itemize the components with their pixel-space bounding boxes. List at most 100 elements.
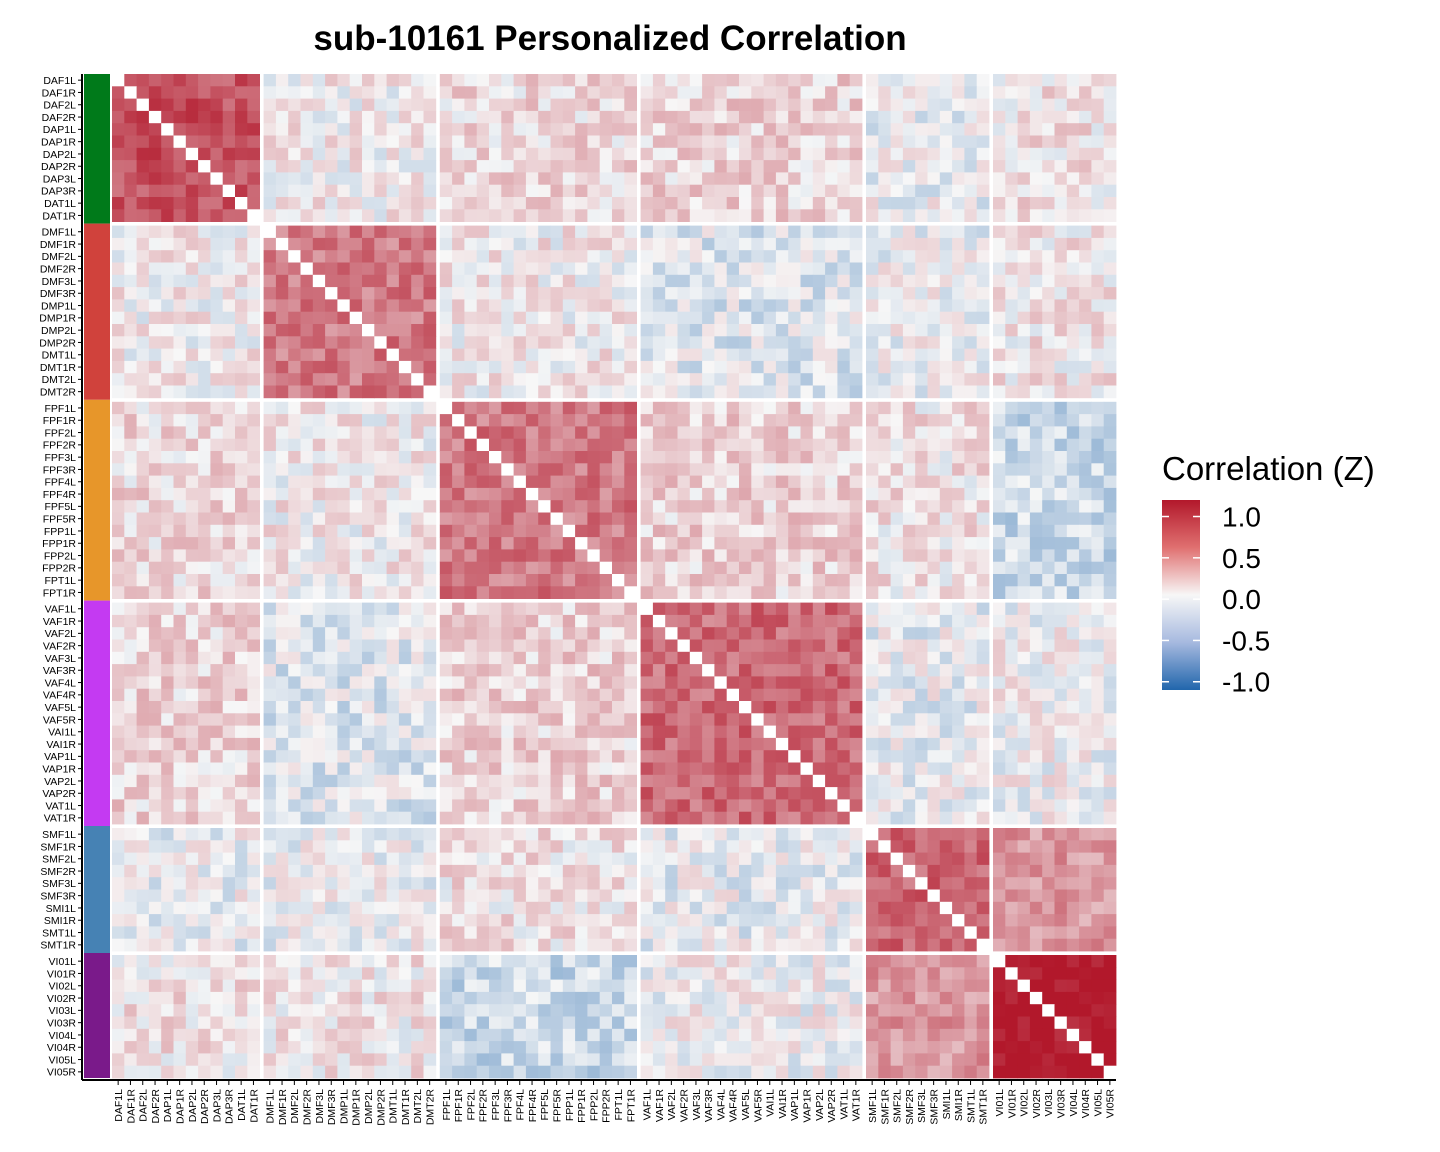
heatmap-cell: [288, 147, 301, 161]
heatmap-cell: [739, 561, 752, 575]
heatmap-cell: [665, 549, 678, 563]
heatmap-cell: [476, 651, 490, 665]
heatmap-cell: [362, 401, 375, 415]
heatmap-cell: [476, 426, 490, 440]
heatmap-cell: [812, 602, 826, 616]
heatmap-cell: [612, 713, 625, 726]
heatmap-cell: [275, 750, 289, 763]
heatmap-cell: [288, 852, 301, 866]
heatmap-cell: [599, 487, 613, 501]
heatmap-cell: [185, 676, 199, 690]
heatmap-cell: [640, 336, 654, 349]
heatmap-cell: [751, 602, 764, 616]
heatmap-cell: [800, 701, 814, 714]
heatmap-cell: [599, 574, 613, 587]
heatmap-cell: [210, 737, 224, 751]
heatmap-cell: [538, 487, 551, 501]
heatmap-cell: [1005, 299, 1018, 313]
heatmap-cell: [185, 262, 199, 276]
heatmap-cell: [337, 524, 351, 538]
heatmap-cell: [198, 475, 211, 489]
heatmap-cell: [136, 487, 150, 501]
heatmap-cell: [652, 336, 666, 349]
heatmap-cell: [337, 676, 351, 690]
heatmap-cell: [275, 123, 289, 136]
heatmap-cell: [1079, 135, 1092, 149]
heatmap-cell: [775, 713, 789, 726]
heatmap-cell: [501, 135, 514, 149]
heatmap-cell: [439, 74, 453, 87]
heatmap-cell: [837, 487, 851, 501]
heatmap-cell: [952, 664, 965, 677]
heatmap-cell: [198, 135, 211, 149]
heatmap-cell: [513, 512, 527, 526]
heatmap-cell: [362, 385, 375, 399]
heatmap-cell: [362, 688, 375, 702]
heatmap-cell: [1079, 586, 1092, 599]
heatmap-cell: [763, 811, 777, 825]
heatmap-cell: [788, 197, 801, 210]
heatmap-cell: [210, 98, 224, 112]
heatmap-cell: [112, 237, 125, 251]
heatmap-cell: [148, 651, 162, 665]
heatmap-cell: [374, 250, 387, 263]
heatmap-cell: [1091, 324, 1105, 337]
heatmap-cell: [1103, 500, 1117, 513]
heatmap-cell: [423, 574, 437, 587]
heatmap-cell: [112, 86, 125, 99]
heatmap-cell: [161, 209, 174, 222]
heatmap-cell: [222, 287, 236, 300]
heatmap-cell: [476, 762, 490, 776]
heatmap-cell: [689, 250, 703, 263]
heatmap-cell: [1091, 828, 1105, 841]
heatmap-cell: [362, 123, 375, 136]
heatmap-cell: [939, 574, 953, 587]
heatmap-cell: [161, 225, 174, 239]
heatmap-cell: [812, 287, 826, 300]
heatmap-cell: [939, 512, 953, 526]
heatmap-cell: [398, 701, 412, 714]
heatmap-cell: [751, 110, 764, 124]
heatmap-cell: [1029, 639, 1043, 653]
heatmap-cell: [726, 110, 740, 124]
heatmap-cell: [312, 487, 326, 501]
heatmap-cell: [136, 737, 150, 751]
heatmap-cell: [411, 524, 424, 538]
heatmap-cell: [198, 426, 211, 440]
heatmap-cell: [739, 602, 752, 616]
heatmap-cell: [849, 184, 863, 198]
heatmap-cell: [235, 475, 248, 489]
heatmap-cell: [993, 811, 1006, 825]
heatmap-cell: [751, 750, 764, 763]
heatmap-cell: [411, 475, 424, 489]
heatmap-cell: [890, 438, 904, 452]
heatmap-cell: [751, 664, 764, 677]
heatmap-cell: [489, 828, 502, 841]
heatmap-cell: [349, 401, 363, 415]
heatmap-cell: [489, 184, 502, 198]
heatmap-cell: [247, 651, 260, 665]
heatmap-cell: [575, 688, 588, 702]
heatmap-cell: [161, 762, 174, 776]
heatmap-cell: [866, 98, 879, 112]
heatmap-cell: [763, 86, 777, 99]
heatmap-cell: [751, 451, 764, 464]
heatmap-cell: [452, 676, 465, 690]
heatmap-cell: [173, 324, 187, 337]
heatmap-cell: [210, 74, 224, 87]
heatmap-cell: [235, 701, 248, 714]
heatmap-cell: [423, 311, 437, 325]
heatmap-cell: [374, 512, 387, 526]
heatmap-cell: [739, 762, 752, 776]
heatmap-cell: [222, 250, 236, 263]
heatmap-cell: [849, 401, 863, 415]
heatmap-cell: [525, 360, 539, 374]
heatmap-cell: [337, 287, 351, 300]
heatmap-cell: [812, 549, 826, 563]
heatmap-cell: [849, 475, 863, 489]
heatmap-cell: [501, 299, 514, 313]
heatmap-cell: [136, 209, 150, 222]
heatmap-cell: [624, 262, 637, 276]
heatmap-cell: [275, 762, 289, 776]
heatmap-cell: [198, 549, 211, 563]
